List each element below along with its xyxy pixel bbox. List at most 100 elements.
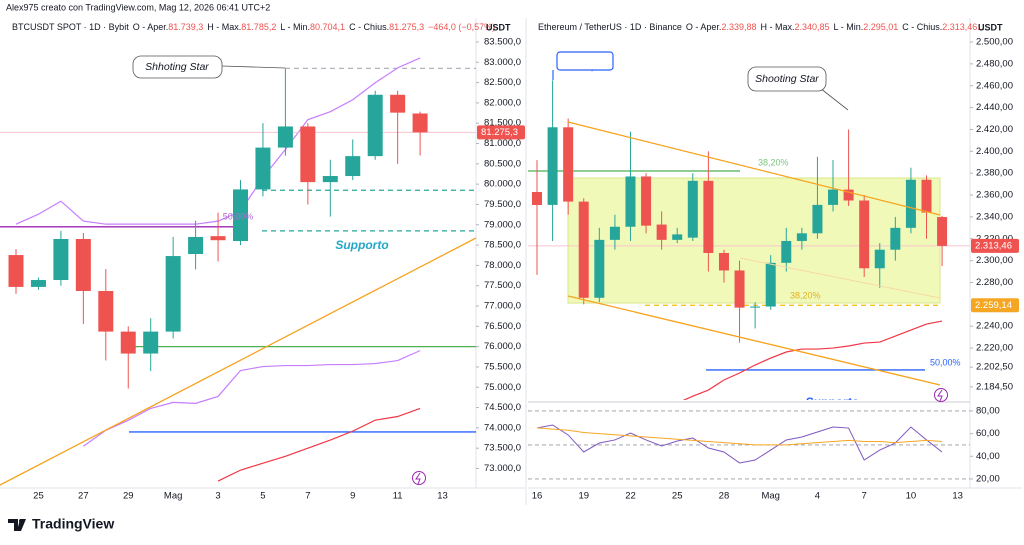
candle-body <box>277 126 293 148</box>
y-tick-label: 81.000,0 <box>484 138 521 149</box>
annotation: Supporto <box>805 395 858 409</box>
y-tick-label: 2.460,00 <box>976 80 1013 91</box>
candle-body <box>300 126 316 183</box>
x-tick-label: 4 <box>815 491 820 502</box>
legend-item: L - Min. <box>280 22 310 32</box>
y-tick-label: 20,00 <box>976 473 1000 484</box>
indicator-line <box>682 320 943 400</box>
candle-body <box>765 262 776 307</box>
y-tick-label: 82.000,0 <box>484 97 521 108</box>
candle-body <box>547 127 558 205</box>
y-tick-label: 2.220,00 <box>976 343 1013 354</box>
x-tick-label: 7 <box>305 491 310 502</box>
legend-item: 80.704,1 <box>310 22 345 32</box>
y-tick-label: 82.500,0 <box>484 77 521 88</box>
candle-body <box>188 236 204 255</box>
x-tick-label: 3 <box>215 491 220 502</box>
y-tick-label: 2.360,00 <box>976 190 1013 201</box>
candle-body <box>532 191 542 205</box>
candle-body <box>165 256 181 332</box>
candle-body <box>921 179 932 213</box>
candle-body <box>578 201 589 298</box>
candle-body <box>98 290 114 332</box>
x-tick-label: 11 <box>393 491 403 502</box>
drawings <box>0 51 948 486</box>
legend-item: 81.739,3 <box>168 22 203 32</box>
price-tag-label: 81.275,3 <box>481 127 518 138</box>
legend-item: C - Chius. <box>349 22 389 32</box>
y-tick-label: 74.000,0 <box>484 422 521 433</box>
legend-item: O - Aper. <box>686 22 722 32</box>
y-tick-label: 83.500,0 <box>484 36 521 47</box>
legend-item: H - Max. <box>760 22 794 32</box>
legend-item: BTCUSDT SPOT · 1D · Bybit <box>12 22 129 32</box>
candle-body <box>233 189 248 242</box>
legend-item: 81.785,2 <box>241 22 276 32</box>
y-tick-label: 2.500,00 <box>976 37 1013 48</box>
candle-body <box>890 227 901 250</box>
y-tick-label: 2.320,00 <box>976 233 1013 244</box>
legend-line: BTCUSDT SPOT · 1D · Bybit O - Aper.81.739… <box>12 22 495 32</box>
brand: TradingView <box>32 516 114 532</box>
candle-body <box>734 270 745 308</box>
y-tick-label: 2.300,00 <box>976 255 1013 266</box>
x-tick-label: 13 <box>952 491 963 502</box>
y-tick-label: 77.000,0 <box>484 301 521 312</box>
candle-body <box>905 179 916 228</box>
y-tick-label: 2.380,00 <box>976 168 1013 179</box>
legend-line: Ethereum / TetherUS · 1D · Binance O - Ap… <box>538 22 985 32</box>
candle-body <box>367 94 383 157</box>
y-tick-label: 40,00 <box>976 451 1000 462</box>
y-tick-label: 2.440,00 <box>976 102 1013 113</box>
y-tick-label: 73.500,0 <box>484 443 521 454</box>
candle-body <box>210 236 226 241</box>
x-tick-label: 16 <box>532 491 543 502</box>
candle-body <box>812 204 823 234</box>
x-tick-label: 9 <box>350 491 355 502</box>
candle-body <box>687 180 698 238</box>
candle-body <box>322 176 338 183</box>
y-tick-label: 60,00 <box>976 428 1000 439</box>
candle-body <box>609 226 620 240</box>
x-tick-label: 27 <box>78 491 89 502</box>
legend-item: H - Max. <box>207 22 241 32</box>
candle-body <box>255 147 271 190</box>
indicator-line <box>217 407 421 482</box>
x-tick-label: 10 <box>906 491 917 502</box>
y-tick-label: 74.500,0 <box>484 402 521 413</box>
y-tick-label: 2.480,00 <box>976 58 1013 69</box>
legend-item: −464,0 (−0,57%) <box>428 22 495 32</box>
annotation: 38,20% <box>758 157 789 167</box>
legend-item: 2.340,85 <box>795 22 830 32</box>
y-tick-label: 2.202,50 <box>976 362 1013 373</box>
indicator-line <box>83 350 421 447</box>
price-tag <box>971 238 1019 253</box>
y-unit: USDT <box>486 22 511 32</box>
y-tick-label: 76.000,0 <box>484 341 521 352</box>
y-tick-label: 83.000,0 <box>484 57 521 68</box>
y-tick-label: 2.400,00 <box>976 146 1013 157</box>
annotation: Shooting Star <box>755 73 819 85</box>
y-tick-label: 2.340,00 <box>976 211 1013 222</box>
annotation: 38,20% <box>790 290 821 300</box>
candle-body <box>641 176 652 226</box>
y-tick-label: 79.000,0 <box>484 219 521 230</box>
y-tick-label: 78.500,0 <box>484 240 521 251</box>
candle-body <box>30 280 46 287</box>
candle-body <box>828 189 839 205</box>
candle-body <box>718 252 729 271</box>
candle-body <box>563 127 574 202</box>
y-tick-label: 2.240,00 <box>976 321 1013 332</box>
x-tick-label: 19 <box>578 491 589 502</box>
legend-item: C - Chius. <box>902 22 942 32</box>
annotation: 50,00% <box>930 357 961 367</box>
y-unit: USDT <box>978 22 1003 32</box>
price-tag <box>971 298 1019 313</box>
candle-body <box>937 217 948 246</box>
y-tick-label: 77.500,0 <box>484 280 521 291</box>
indicator-line <box>15 57 421 225</box>
candle-body <box>75 238 91 291</box>
annotation: 50,00% <box>223 211 254 221</box>
y-tick-label: 81.500,0 <box>484 118 521 129</box>
